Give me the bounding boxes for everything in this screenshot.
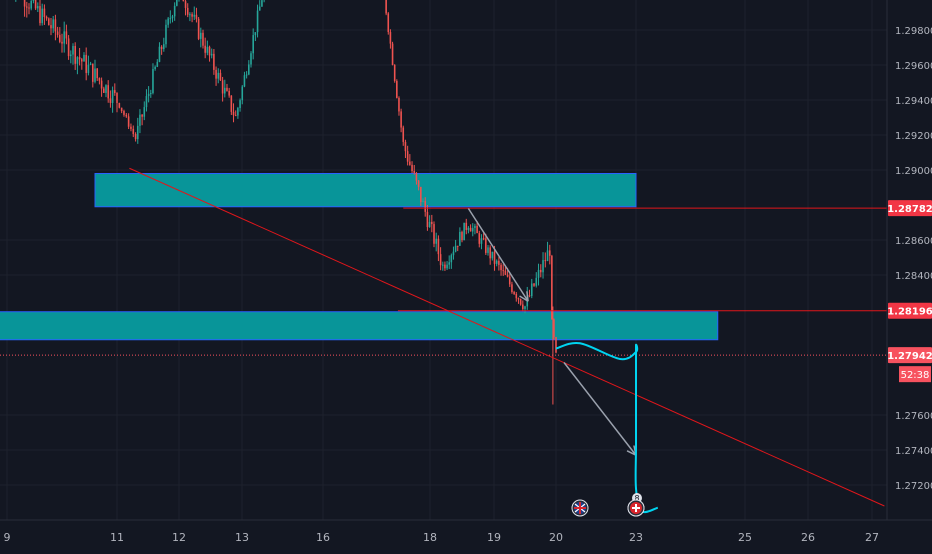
price-tick-3: 1.29200 bbox=[895, 131, 932, 142]
time-tick-26: 26 bbox=[801, 531, 815, 544]
upper-resistance-zone[interactable] bbox=[95, 174, 636, 207]
candle-119 bbox=[385, 0, 387, 15]
price-tick-1: 1.29600 bbox=[895, 61, 932, 72]
price-label-level-high: 1.28782 bbox=[887, 200, 932, 216]
svg-text:1.28782: 1.28782 bbox=[887, 204, 932, 215]
candle-120 bbox=[387, 12, 389, 35]
time-tick-27: 27 bbox=[865, 531, 879, 544]
price-label-last-price: 1.27942 bbox=[887, 347, 932, 363]
price-tick-0: 1.29800 bbox=[895, 26, 932, 37]
time-tick-20: 20 bbox=[549, 531, 563, 544]
price-tick-8: 1.27400 bbox=[895, 446, 932, 457]
svg-text:1.27942: 1.27942 bbox=[887, 351, 932, 362]
price-tick-2: 1.29400 bbox=[895, 96, 932, 107]
event-flag-ch[interactable] bbox=[628, 500, 644, 516]
time-tick-16: 16 bbox=[316, 531, 330, 544]
candle-123 bbox=[394, 64, 396, 83]
candle-124 bbox=[396, 79, 398, 98]
time-tick-25: 25 bbox=[738, 531, 752, 544]
candle-197 bbox=[555, 337, 557, 353]
candle-122 bbox=[392, 42, 394, 66]
price-tick-4: 1.29000 bbox=[895, 166, 932, 177]
time-tick-19: 19 bbox=[487, 531, 501, 544]
price-axis[interactable]: 1.29800 1.29600 1.29400 1.29200 1.29000 1.286… bbox=[887, 0, 932, 520]
svg-text:1.28196: 1.28196 bbox=[887, 307, 932, 318]
event-flag-uk-1[interactable] bbox=[572, 500, 588, 516]
price-tick-6: 1.28400 bbox=[895, 271, 932, 282]
candle-155 bbox=[463, 223, 465, 241]
countdown-label: 52:38 bbox=[899, 366, 931, 382]
time-tick-11: 11 bbox=[110, 531, 124, 544]
time-tick-18: 18 bbox=[423, 531, 437, 544]
time-tick-23: 23 bbox=[629, 531, 643, 544]
candle-50 bbox=[119, 103, 121, 109]
time-tick-9: 9 bbox=[4, 531, 11, 544]
candle-76 bbox=[176, 0, 178, 6]
price-label-level-mid: 1.28196 bbox=[887, 303, 932, 319]
svg-text:52:38: 52:38 bbox=[901, 370, 930, 381]
candle-18 bbox=[48, 17, 50, 25]
candle-115 bbox=[261, 0, 263, 7]
time-axis[interactable]: 9 11 12 13 16 18 19 20 23 25 26 27 bbox=[0, 520, 932, 550]
lower-support-zone[interactable] bbox=[0, 312, 718, 340]
price-tick-5: 1.28600 bbox=[895, 236, 932, 247]
price-tick-9: 1.27200 bbox=[895, 481, 932, 492]
time-tick-12: 12 bbox=[172, 531, 186, 544]
candle-86 bbox=[198, 17, 200, 40]
candle-141 bbox=[433, 221, 435, 247]
time-tick-13: 13 bbox=[235, 531, 249, 544]
price-tick-7: 1.27600 bbox=[895, 411, 932, 422]
